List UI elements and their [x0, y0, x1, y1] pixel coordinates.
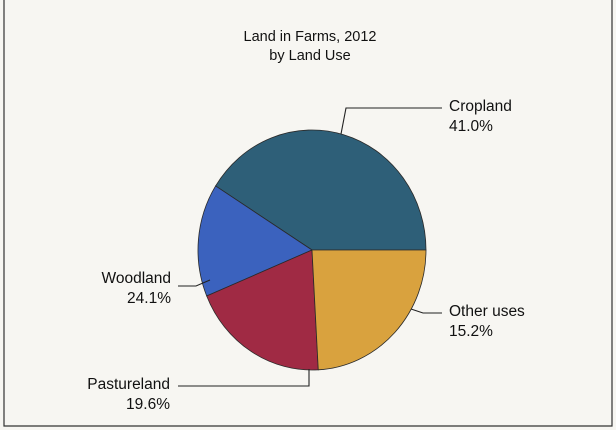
- frame-border: [3, 0, 613, 427]
- label-name-cropland: Cropland: [449, 98, 512, 115]
- label-name-woodland: Woodland: [101, 270, 171, 287]
- leader-line-woodland: [178, 279, 211, 287]
- leader-line-other-uses: [410, 308, 442, 314]
- pie-slice-other-uses: [197, 185, 313, 297]
- label-value-pastureland: 19.6%: [126, 396, 170, 413]
- chart-subtitle: by Land Use: [269, 48, 350, 64]
- pie-slice-woodland: [311, 249, 427, 371]
- chart-title: Land in Farms, 2012: [244, 29, 377, 45]
- pie-slice-pastureland: [206, 249, 319, 371]
- label-name-other-uses: Other uses: [449, 303, 525, 320]
- label-value-woodland: 24.1%: [127, 290, 171, 307]
- label-value-cropland: 41.0%: [449, 118, 493, 135]
- label-value-other-uses: 15.2%: [449, 323, 493, 340]
- pie-slice-cropland: [215, 129, 427, 251]
- label-name-pastureland: Pastureland: [87, 376, 170, 393]
- pie-slices: [197, 129, 427, 371]
- leader-line-cropland: [340, 107, 442, 135]
- leader-line-pastureland: [178, 369, 310, 387]
